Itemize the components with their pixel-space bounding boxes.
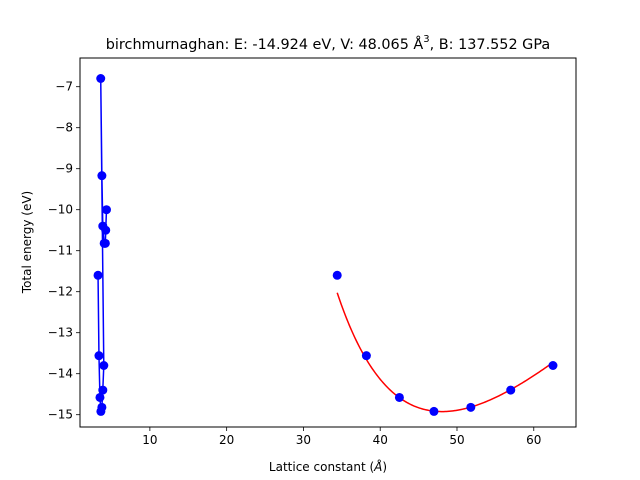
chart-title: birchmurnaghan: E: -14.924 eV, V: 48.065… <box>106 34 550 53</box>
x-tick-label: 30 <box>296 433 311 447</box>
y-tick-label: −10 <box>48 203 73 217</box>
chart-title-superscript: 3 <box>423 34 429 45</box>
data-point <box>332 270 342 280</box>
plot-area <box>93 74 558 416</box>
plot-frame <box>79 57 577 428</box>
x-axis-label-symbol: Å <box>373 459 382 474</box>
x-tick-label: 40 <box>373 433 388 447</box>
data-point <box>101 205 111 215</box>
data-point <box>100 238 110 248</box>
y-axis: −15 −14 −13 −12 −11 −10 −9 −8 −7 <box>48 80 80 422</box>
data-point <box>466 402 476 412</box>
y-tick-label: −9 <box>55 162 73 176</box>
data-point <box>96 74 106 83</box>
y-tick-label: −11 <box>48 244 73 258</box>
x-axis-label: Lattice constant (Å) <box>269 459 387 474</box>
x-tick-label: 20 <box>219 433 234 447</box>
data-point <box>361 351 371 361</box>
data-point <box>394 392 404 402</box>
y-tick-label: −15 <box>48 408 73 422</box>
data-point <box>101 225 111 235</box>
y-axis-label: Total energy (eV) <box>20 191 34 294</box>
data-point <box>548 361 558 370</box>
data-point <box>94 351 104 361</box>
fit-curve <box>336 292 554 413</box>
data-point <box>429 406 439 416</box>
data-point <box>93 270 103 280</box>
y-tick-label: −8 <box>55 121 73 135</box>
data-point <box>98 385 108 395</box>
y-tick-label: −7 <box>55 80 73 94</box>
x-tick-label: 60 <box>526 433 541 447</box>
data-point <box>97 402 107 412</box>
data-point <box>506 385 516 395</box>
y-tick-label: −14 <box>48 367 73 381</box>
x-tick-label: 10 <box>142 433 157 447</box>
x-tick-label: 50 <box>449 433 464 447</box>
x-axis: 10 20 30 40 50 60 <box>142 427 541 447</box>
data-point <box>95 392 105 402</box>
y-tick-label: −13 <box>48 326 73 340</box>
data-point <box>99 361 109 370</box>
data-point <box>97 171 107 181</box>
y-tick-label: −12 <box>48 285 73 299</box>
chart-title-tail: , B: 137.552 GPa <box>430 37 551 53</box>
